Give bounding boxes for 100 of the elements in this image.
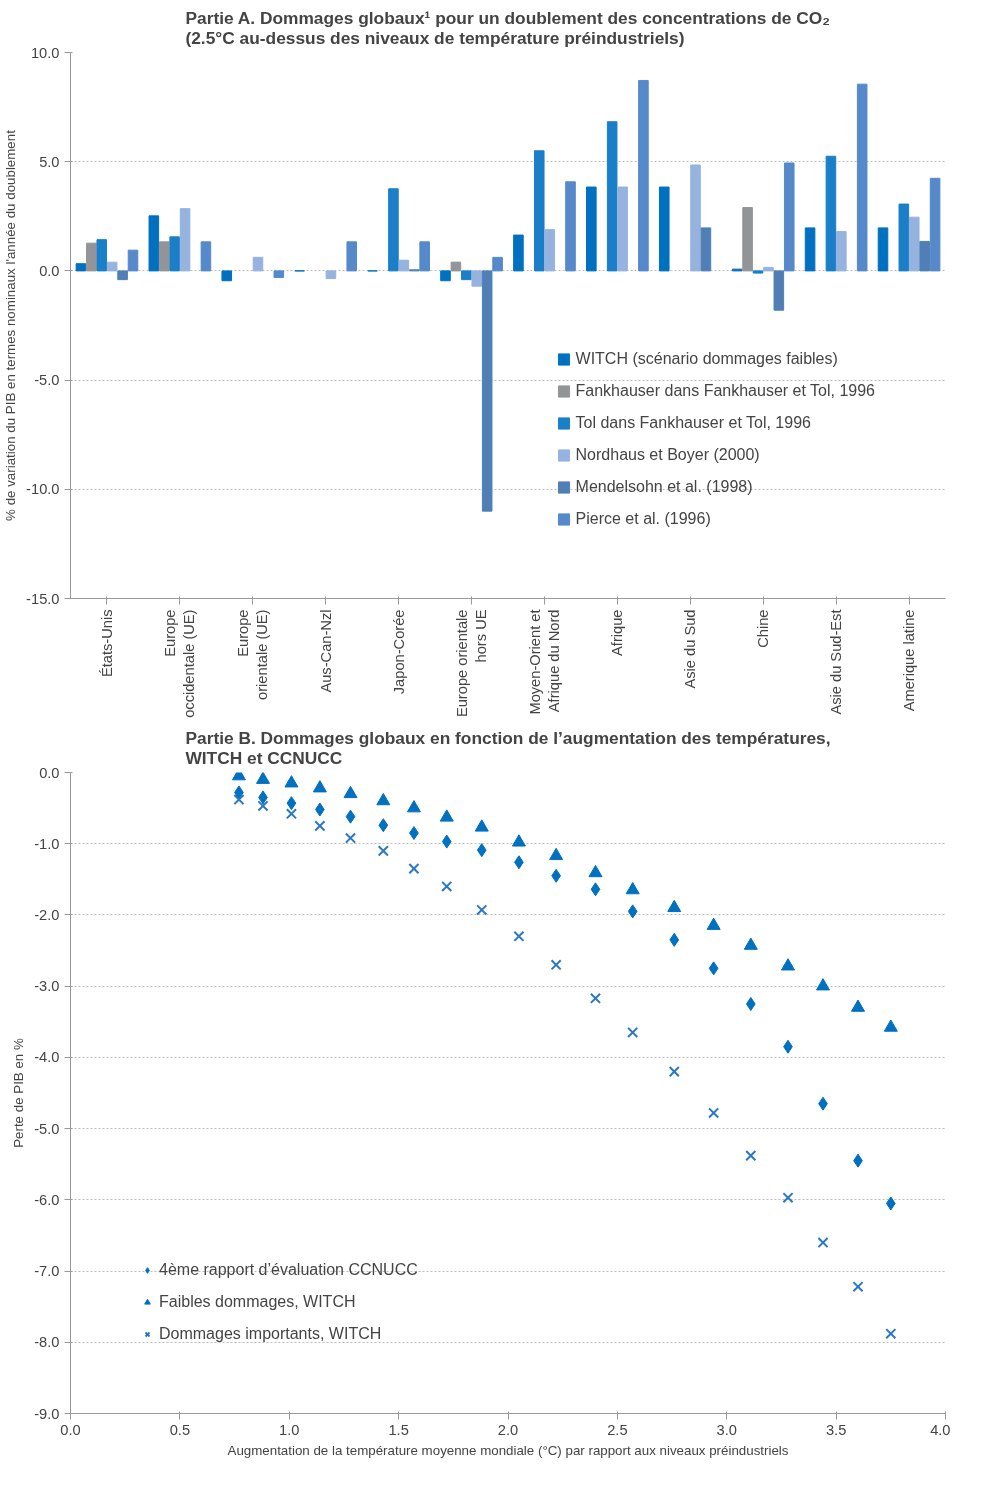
x-tick-label: Asie du Sud [682,609,699,689]
point [511,834,526,847]
point [378,818,389,833]
x-tick-label: Chine [755,609,772,648]
point [474,819,489,832]
y-tick-label: -5.0 [34,372,60,389]
legend-label: Pierce et al. (1996) [575,510,711,528]
bar [804,227,816,272]
y-tick-label: -6.0 [34,1191,60,1208]
bar [450,261,462,272]
bar [75,263,87,272]
y-tick-label: -9.0 [34,1405,60,1422]
point [668,1066,680,1078]
point [851,999,865,1012]
bar [825,155,837,272]
point [285,808,298,820]
bar [106,261,118,272]
y-tick-label: -10.0 [26,481,60,498]
x-tick-label: 4.0 [930,1421,951,1438]
bar [96,239,108,272]
legend-label: Mendelsohn et al. (1998) [575,478,753,496]
bar [658,186,670,272]
bar [86,242,97,272]
bar [169,236,180,272]
point [284,775,299,788]
bar [346,241,358,272]
point [625,882,640,895]
bar [752,270,764,274]
bar [544,229,555,272]
bar [398,259,410,272]
point [406,800,421,813]
y-tick-label: -3.0 [34,978,60,995]
x-tick-label: 1.5 [388,1421,409,1438]
x-tick-label: Amerique latine [901,609,918,712]
bar [461,270,472,281]
point [590,882,601,897]
bar [638,79,649,272]
bar [440,270,451,282]
point [376,792,391,806]
bar [533,150,545,272]
x-tick-label: Europe orientale (UE) [235,609,271,700]
bar [127,249,139,272]
x-tick-label: Europe occidentale (UE) [162,609,198,718]
bar [690,164,701,272]
point [549,847,564,861]
x-tick-label: Aus-Can-Nzl [317,609,334,693]
y-tick-label: -4.0 [34,1049,60,1066]
point [816,978,830,991]
x-tick-label: 3.5 [825,1421,847,1438]
legend-label: Faibles dommages, WITCH [159,1293,356,1311]
bar [388,188,399,272]
point [883,1019,898,1032]
x-tick-label: 0.5 [169,1421,191,1438]
x-tick-label: 3.0 [716,1421,737,1438]
y-tick-label: 0.0 [39,262,60,279]
x-tick-label: Asie du Sud-Est [828,609,845,715]
point [441,880,453,893]
bar [179,208,191,272]
bar [325,270,337,280]
point [588,864,603,878]
point [885,1328,897,1340]
y-tick-label: -15.0 [26,590,60,607]
bar [877,227,889,272]
y-tick-label: 10.0 [30,44,60,61]
point [344,832,357,844]
bar [481,270,493,512]
bar [908,216,920,272]
x-tick-label: Europe orientale hors UE [453,609,490,718]
point [441,834,452,849]
bar [742,207,753,272]
point [377,845,389,857]
point [345,809,356,824]
point [852,1281,864,1293]
bar [606,121,618,272]
legend-label: Tol dans Fankhauser et Tol, 1996 [575,414,811,432]
bar [471,270,483,287]
point [314,820,326,832]
bar [586,186,597,272]
point [256,772,270,784]
bar [617,186,628,272]
bar [773,270,785,311]
bar [700,227,712,272]
bar [513,234,524,272]
y-tick-label: 0.0 [39,764,60,781]
point [745,1150,757,1162]
bar [783,162,795,272]
y-tick-label: -7.0 [34,1263,60,1280]
bar [117,270,128,281]
x-tick-label: 2.0 [497,1421,519,1438]
x-tick-label: 2.5 [607,1421,628,1438]
y-tick-label: -5.0 [34,1120,60,1137]
point [667,899,682,913]
bar [492,256,503,272]
x-axis-title: Augmentation de la température moyenne mondiale (°C) par rapport aux niveaux préindustriels [227,1442,789,1458]
point [476,904,488,916]
point [286,796,297,811]
point [669,932,680,947]
point [550,959,562,971]
bar [221,270,233,282]
y-tick-label: -8.0 [34,1334,60,1351]
